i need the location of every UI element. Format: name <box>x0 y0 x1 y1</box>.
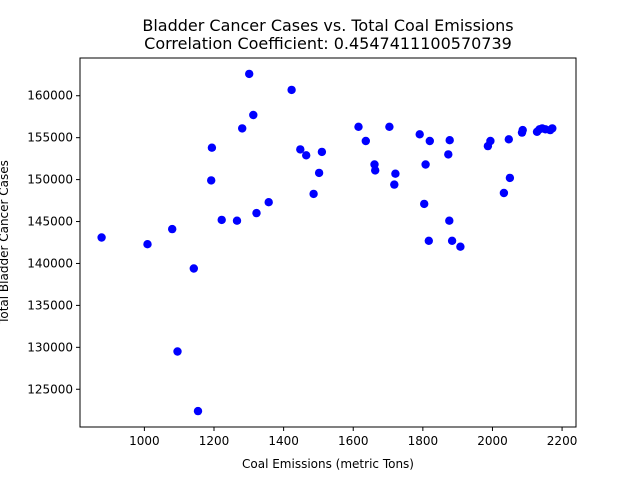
data-point <box>425 136 434 146</box>
data-point <box>371 166 380 175</box>
y-tick-label: 130000 <box>27 340 73 354</box>
data-point <box>143 240 152 249</box>
x-axis: 1000 1200 1400 1600 1800 2000 2200 <box>129 427 577 448</box>
data-point <box>518 125 527 135</box>
chart-subtitle: Correlation Coefficient: 0.4547411100570… <box>144 34 512 53</box>
scatter-points <box>97 69 557 416</box>
data-point <box>445 216 454 225</box>
data-point <box>424 236 433 245</box>
chart-title: Bladder Cancer Cases vs. Total Coal Emis… <box>142 16 513 35</box>
data-point <box>189 264 198 273</box>
data-point <box>232 216 242 225</box>
plot-area <box>79 57 577 428</box>
data-point <box>302 151 311 160</box>
data-point <box>445 136 454 145</box>
data-point <box>314 168 324 178</box>
data-point <box>264 198 273 207</box>
data-point <box>317 147 327 157</box>
data-point <box>421 160 430 169</box>
x-tick-label: 1200 <box>199 434 230 448</box>
data-point <box>486 136 495 146</box>
data-point <box>420 199 429 209</box>
data-point <box>391 169 400 178</box>
y-axis: 125000 130000 135000 140000 145000 150000 1550… <box>27 89 80 396</box>
data-point <box>447 236 457 245</box>
data-point <box>193 406 203 416</box>
data-point <box>361 136 370 146</box>
y-tick-label: 125000 <box>27 382 73 396</box>
data-point <box>504 135 513 144</box>
x-tick-label: 1600 <box>338 434 369 448</box>
data-point <box>207 143 217 152</box>
data-point <box>548 124 557 133</box>
data-point <box>238 124 247 133</box>
data-point <box>217 215 226 225</box>
data-point <box>173 347 182 356</box>
data-point <box>252 208 261 218</box>
data-point <box>499 188 509 198</box>
y-axis-label: Total Bladder Cancer Cases <box>0 160 11 325</box>
data-point <box>385 122 394 131</box>
x-axis-label: Coal Emissions (metric Tons) <box>242 457 414 471</box>
x-tick-label: 2000 <box>477 434 508 448</box>
y-tick-label: 150000 <box>27 173 73 187</box>
data-point <box>309 189 318 199</box>
data-point <box>505 173 515 183</box>
data-point <box>97 233 106 242</box>
data-point <box>354 122 363 131</box>
data-point <box>444 150 453 159</box>
data-point <box>168 224 177 234</box>
data-point <box>249 110 258 120</box>
data-point <box>390 180 399 189</box>
y-tick-label: 140000 <box>27 256 73 270</box>
data-point <box>287 85 296 95</box>
x-tick-label: 1000 <box>129 434 160 448</box>
y-tick-label: 155000 <box>27 131 73 145</box>
data-point <box>207 176 216 185</box>
data-point <box>456 242 465 251</box>
data-point <box>415 130 424 139</box>
y-tick-label: 145000 <box>27 215 73 229</box>
y-tick-label: 135000 <box>27 298 73 312</box>
data-point <box>296 145 305 154</box>
x-tick-label: 2200 <box>547 434 578 448</box>
y-tick-label: 160000 <box>27 89 73 103</box>
x-tick-label: 1400 <box>268 434 299 448</box>
data-point <box>245 69 254 79</box>
x-tick-label: 1800 <box>408 434 439 448</box>
